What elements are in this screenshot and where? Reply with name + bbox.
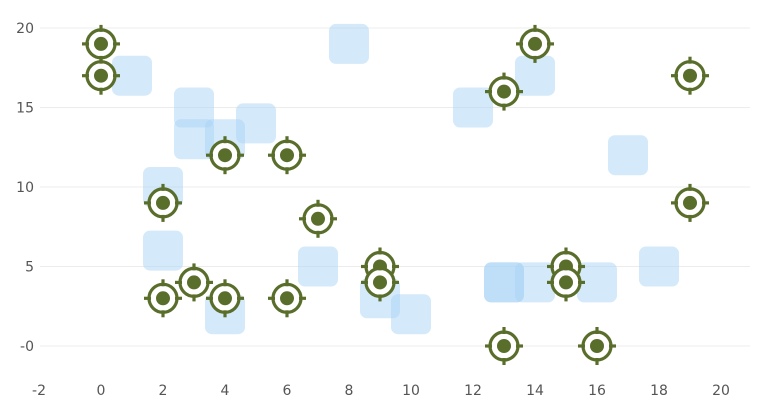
x-tick-label: -2: [32, 383, 46, 399]
target-point: [206, 136, 244, 175]
y-tick-label: 10: [16, 180, 34, 196]
x-tick-label: 14: [526, 383, 544, 399]
x-tick-label: 12: [464, 383, 482, 399]
y-tick-label: 5: [25, 260, 34, 276]
square-point: [639, 246, 679, 287]
square-point: [174, 119, 214, 160]
square-point: [298, 246, 338, 287]
target-point: [144, 279, 182, 318]
x-tick-label: 16: [588, 383, 606, 399]
square-point: [453, 87, 493, 128]
target-point: [206, 279, 244, 318]
square-point: [112, 55, 152, 96]
target-point: [361, 263, 399, 302]
y-tick-label: 20: [16, 21, 34, 37]
x-tick-label: 8: [345, 383, 354, 399]
target-point: [299, 199, 337, 238]
x-tick-label: 0: [97, 383, 106, 399]
target-point: [144, 183, 182, 222]
target-point: [82, 56, 120, 95]
square-point: [515, 262, 555, 303]
target-point: [671, 183, 709, 222]
x-tick-label: 6: [283, 383, 292, 399]
x-axis-tick-labels: -2 0 2 4 6 8 10 12 14 16 18 20: [32, 383, 730, 399]
target-point: [485, 327, 523, 365]
x-tick-label: 4: [221, 383, 230, 399]
target-point: [268, 279, 306, 318]
target-point: [485, 72, 523, 111]
y-axis-tick-labels: -0 5 10 15 20: [16, 21, 34, 355]
square-point: [143, 230, 183, 271]
target-series: [82, 24, 709, 365]
square-point: [608, 135, 648, 176]
square-point: [484, 262, 524, 303]
target-point: [671, 56, 709, 95]
target-point: [547, 263, 585, 302]
x-tick-label: 20: [712, 383, 730, 399]
square-point: [329, 23, 369, 64]
square-point: [515, 55, 555, 96]
x-tick-label: 18: [650, 383, 668, 399]
target-point: [516, 24, 554, 63]
square-point: [391, 294, 431, 335]
y-tick-label: 15: [16, 101, 34, 117]
square-point: [577, 262, 617, 303]
x-tick-label: 10: [402, 383, 420, 399]
x-tick-label: 2: [159, 383, 168, 399]
y-tick-label: -0: [20, 339, 34, 355]
square-point: [174, 87, 214, 128]
target-point: [175, 263, 213, 302]
target-point: [268, 136, 306, 175]
target-point: [578, 327, 616, 365]
square-point: [236, 103, 276, 144]
